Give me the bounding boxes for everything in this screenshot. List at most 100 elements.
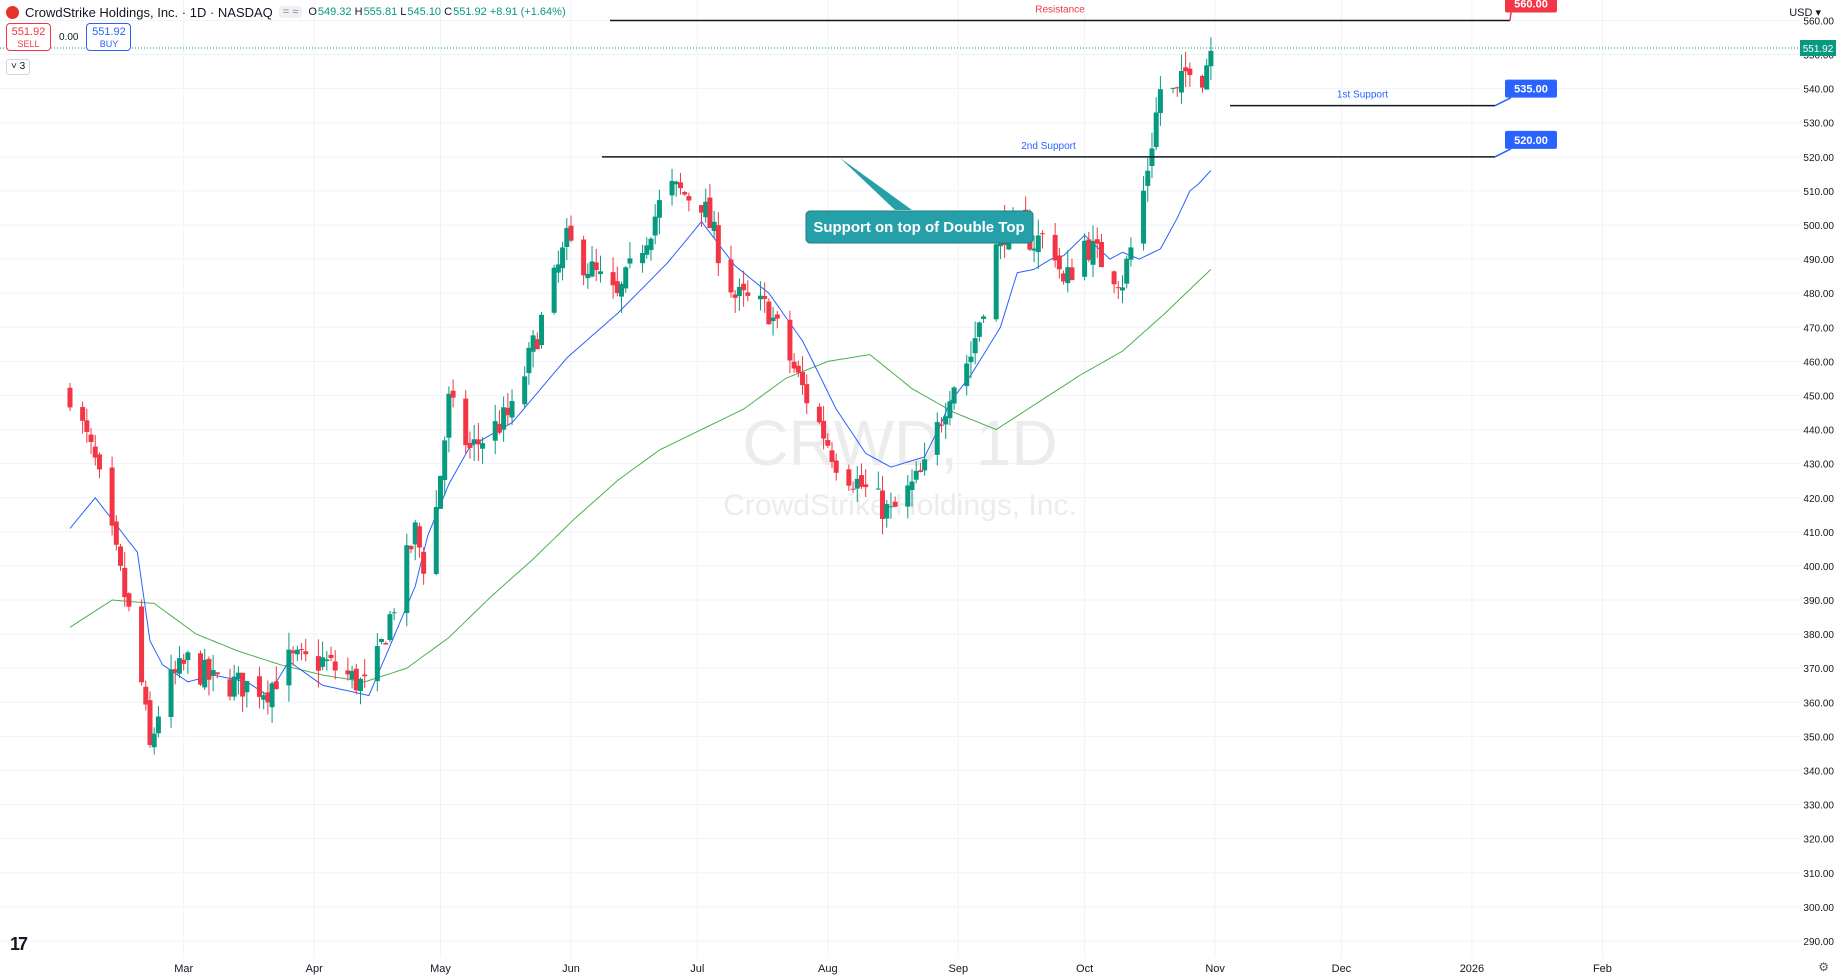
candle-body: [682, 191, 688, 195]
candle-body: [214, 672, 220, 675]
symbol-header[interactable]: CrowdStrike Holdings, Inc. · 1D · NASDAQ…: [6, 3, 566, 21]
badge-connector: [1494, 97, 1512, 107]
candle-body: [762, 296, 768, 299]
candle-body: [1069, 267, 1075, 281]
y-tick-label: 310.00: [1803, 869, 1834, 880]
candle-body: [1086, 239, 1092, 260]
candle-body: [437, 475, 443, 509]
y-tick-label: 290.00: [1803, 937, 1834, 948]
candle-body: [88, 434, 94, 443]
candle-body: [555, 264, 561, 273]
level-label: 1st Support: [1337, 90, 1388, 101]
callout-box: [805, 210, 1034, 244]
candle-body: [198, 653, 204, 685]
candle-body: [1094, 239, 1100, 244]
ohlc-values: O549.32 H555.81 L545.10 C551.92 +8.91 (+…: [308, 6, 566, 18]
currency-selector[interactable]: USD ▾: [1789, 7, 1821, 19]
trade-panel: 551.92 SELL 0.00 551.92 BUY: [6, 23, 132, 51]
candle-body: [231, 676, 237, 697]
candle-body: [821, 420, 827, 439]
candle-body: [1187, 68, 1193, 76]
candle-body: [880, 490, 886, 520]
y-tick-label: 530.00: [1803, 119, 1834, 130]
candle-body: [1031, 248, 1037, 251]
candle-body: [80, 407, 86, 421]
candle-body: [770, 317, 776, 322]
candle-body: [383, 643, 389, 645]
y-tick-label: 380.00: [1803, 630, 1834, 641]
x-tick-label: Mar: [174, 963, 193, 975]
candle-body: [480, 443, 486, 449]
y-tick-label: 320.00: [1803, 835, 1834, 846]
candle-body: [118, 546, 124, 566]
candle-body: [122, 567, 128, 598]
y-tick-label: 490.00: [1803, 255, 1834, 266]
candle-body: [968, 356, 974, 363]
sell-button[interactable]: 551.92 SELL: [6, 23, 51, 51]
last-price-tag: [1800, 40, 1836, 57]
candle-body: [84, 420, 90, 432]
buy-button[interactable]: 551.92 BUY: [86, 23, 132, 51]
candle-body: [168, 669, 174, 717]
candle-body: [863, 484, 869, 488]
candle-body: [648, 238, 654, 251]
candle-body: [804, 384, 810, 404]
candle-body: [1115, 287, 1121, 289]
candle-body: [421, 551, 427, 574]
candle-body: [362, 674, 368, 677]
candle-body: [349, 671, 355, 680]
candle-body: [463, 398, 469, 446]
candle-body: [905, 485, 911, 507]
candle-body: [176, 658, 182, 674]
candle-body: [627, 258, 633, 264]
candle-body: [741, 283, 747, 291]
candle-body: [922, 459, 928, 471]
tradingview-logo-icon[interactable]: 17: [10, 934, 28, 954]
candle-body: [126, 593, 132, 607]
candle-body: [673, 181, 679, 185]
y-axis: 290.00 300.00 310.00 320.00 330.00 340.00 350.…: [1803, 16, 1834, 947]
candle-body: [227, 679, 233, 697]
candle-body: [917, 470, 923, 473]
candle-body: [139, 606, 145, 683]
candle-body: [109, 467, 115, 526]
y-tick-label: 540.00: [1803, 85, 1834, 96]
candle-body: [585, 273, 591, 279]
candle-body: [1120, 287, 1125, 291]
chart-settings-gear-icon[interactable]: ⚙: [1818, 960, 1829, 974]
candle-body: [846, 469, 852, 486]
candle-body: [1124, 258, 1130, 284]
callout-text: Support on top of Double Top: [813, 219, 1024, 236]
candle-body: [610, 272, 616, 286]
candle-body: [1141, 190, 1147, 244]
level-price-badge-text: 535.00: [1514, 84, 1548, 96]
candle-body: [1178, 70, 1184, 93]
candle-body: [256, 676, 262, 697]
candle-body: [934, 422, 940, 455]
x-tick-label: Nov: [1205, 963, 1225, 975]
level-price-badge: [1505, 130, 1557, 149]
candle-body: [475, 439, 481, 445]
candle-body: [1056, 255, 1062, 270]
x-tick-label: 2026: [1460, 963, 1484, 975]
candle-body: [345, 670, 351, 675]
candle-body: [614, 281, 620, 294]
candle-body: [155, 716, 161, 734]
candle-body: [269, 683, 275, 708]
grid-lines: [0, 0, 1800, 958]
candle-body: [261, 695, 267, 700]
y-tick-label: 350.00: [1803, 732, 1834, 743]
x-tick-label: Oct: [1076, 963, 1093, 975]
candle-body: [745, 292, 751, 296]
y-tick-label: 330.00: [1803, 801, 1834, 812]
badge-connector: [1509, 12, 1512, 21]
candle-body: [244, 681, 250, 693]
candle-body: [854, 478, 860, 489]
candle-body: [185, 652, 191, 660]
y-tick-label: 450.00: [1803, 391, 1834, 402]
candle-body: [67, 387, 73, 408]
candle-body: [1204, 65, 1210, 90]
candle-body: [593, 262, 599, 271]
indicators-collapse-button[interactable]: ˅ 3: [6, 59, 31, 75]
